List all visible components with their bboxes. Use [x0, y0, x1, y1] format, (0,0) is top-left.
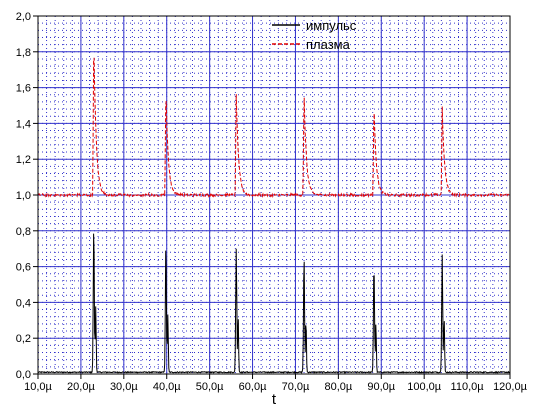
y-tick-label: 2,0 — [16, 11, 31, 23]
y-tick-label: 1,6 — [16, 83, 31, 95]
series-line-impuls — [37, 233, 511, 374]
x-tick-label: 20,0µ — [67, 381, 95, 393]
x-tick-label: 30,0µ — [110, 381, 138, 393]
legend-label-plazma: плазма — [306, 37, 351, 52]
y-axis: 0,0 0,2 0,4 0,6 0,8 1,0 1,2 1,4 1,6 1,8 2,0 — [16, 11, 38, 381]
x-tick-label: 110,0µ — [451, 381, 485, 393]
x-tick-label: 100,0µ — [407, 381, 442, 393]
x-tick-label: 120,0µ — [493, 381, 528, 393]
y-tick-label: 1,0 — [16, 190, 31, 202]
x-tick-label: 60,0µ — [239, 381, 267, 393]
x-tick-label: 80,0µ — [324, 381, 352, 393]
x-tick-label: 40,0µ — [153, 381, 181, 393]
x-axis: 10,0µ 20,0µ 30,0µ 40,0µ 50,0µ 60,0µ 70,0µ 80,0µ… — [24, 374, 528, 393]
legend: импульс плазма — [272, 18, 357, 52]
y-tick-label: 0,2 — [16, 333, 31, 345]
legend-label-impuls: импульс — [306, 18, 357, 33]
x-axis-title: t — [272, 391, 277, 408]
series-line-plazma — [37, 57, 510, 199]
x-tick-label: 70,0µ — [282, 381, 310, 393]
y-tick-label: 1,4 — [16, 118, 31, 130]
y-tick-label: 0,0 — [16, 369, 31, 381]
y-tick-label: 0,6 — [16, 262, 31, 274]
y-tick-label: 1,2 — [16, 154, 31, 166]
series-layer — [37, 57, 511, 374]
x-tick-label: 90,0µ — [367, 381, 395, 393]
y-tick-label: 1,8 — [16, 47, 31, 59]
x-tick-label: 50,0µ — [196, 381, 224, 393]
x-tick-label: 10,0µ — [24, 381, 52, 393]
y-tick-label: 0,4 — [16, 297, 31, 309]
y-tick-label: 0,8 — [16, 226, 31, 238]
